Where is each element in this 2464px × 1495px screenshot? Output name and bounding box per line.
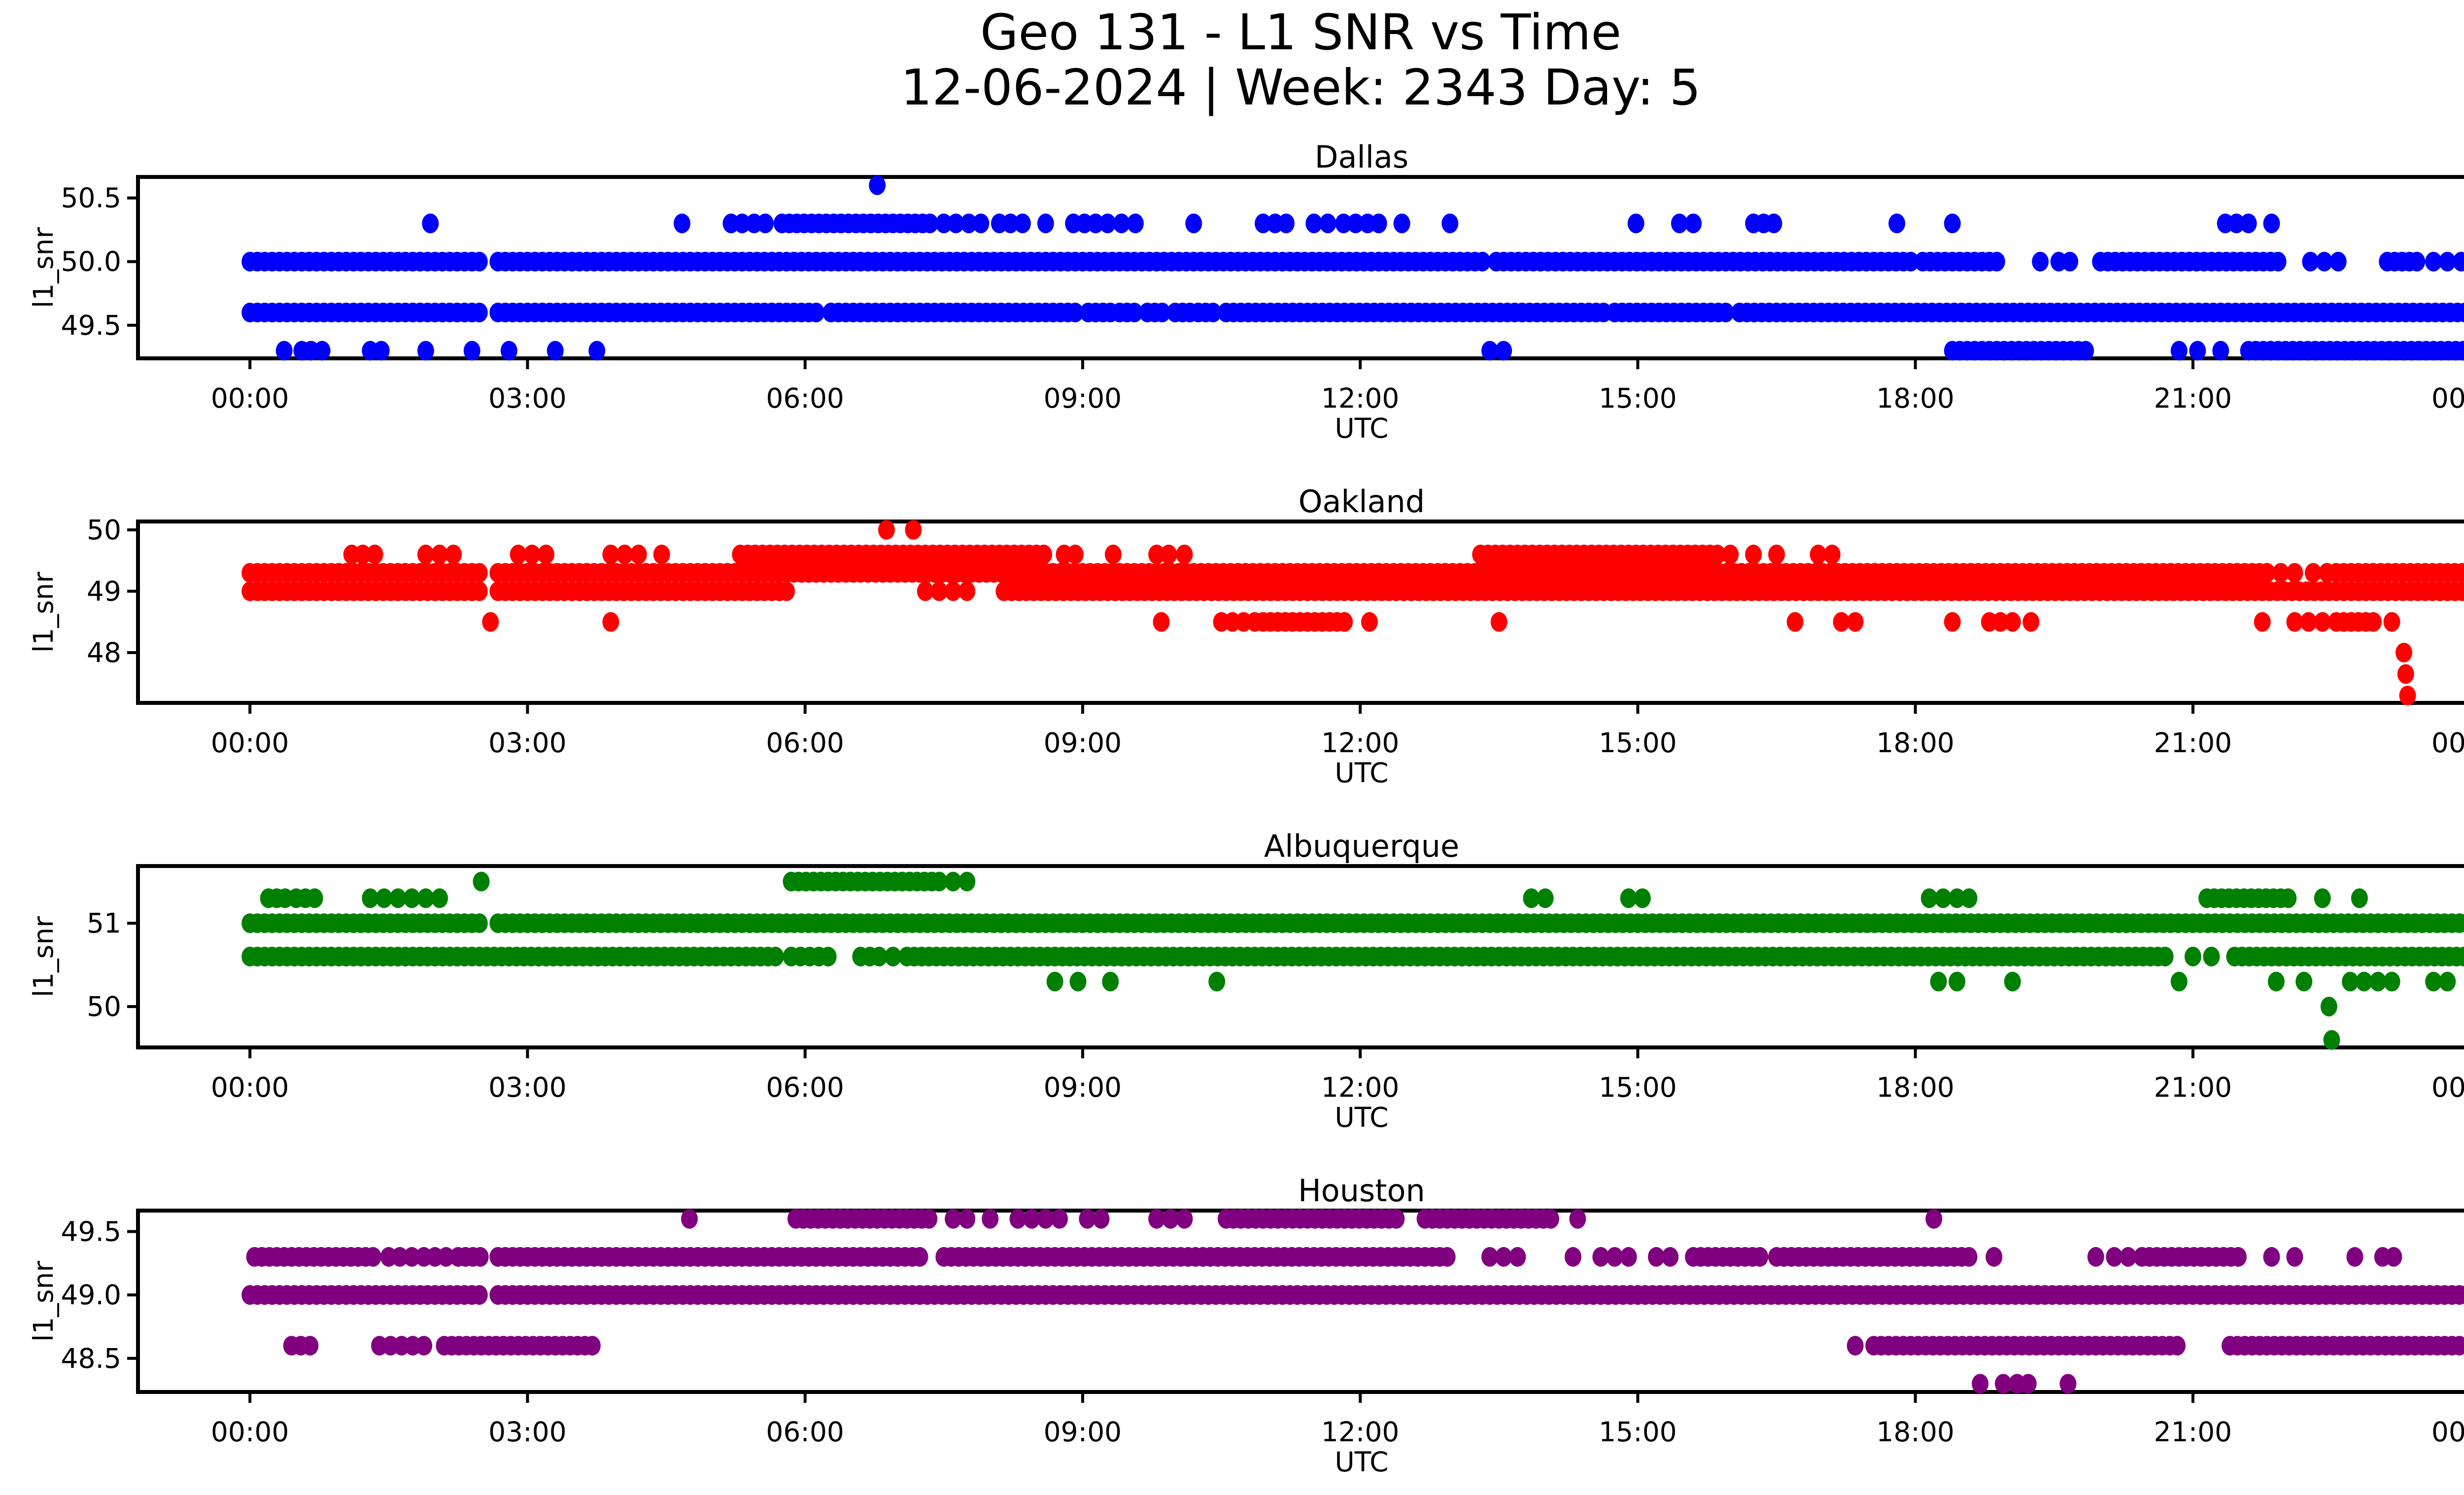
- svg-text:03:00: 03:00: [488, 727, 567, 759]
- svg-text:06:00: 06:00: [766, 382, 844, 414]
- svg-text:15:00: 15:00: [1599, 382, 1677, 414]
- svg-text:03:00: 03:00: [488, 1072, 567, 1103]
- svg-text:15:00: 15:00: [1599, 727, 1677, 759]
- svg-text:48.5: 48.5: [61, 1343, 121, 1374]
- svg-text:49.5: 49.5: [61, 310, 121, 341]
- svg-text:12:00: 12:00: [1321, 1416, 1400, 1448]
- svg-text:06:00: 06:00: [766, 1416, 844, 1448]
- svg-text:50.5: 50.5: [61, 182, 121, 214]
- svg-text:18:00: 18:00: [1876, 727, 1954, 759]
- svg-text:00:00: 00:00: [2431, 727, 2464, 759]
- svg-text:18:00: 18:00: [1876, 382, 1954, 414]
- svg-text:12:00: 12:00: [1321, 1072, 1400, 1103]
- plot-area-dallas: 00:00 03:00 06:00 09:00 12:00 15:00 18:00 21:00…: [61, 175, 2464, 414]
- svg-text:06:00: 06:00: [766, 727, 844, 759]
- x-axis-label-oakland: UTC: [1335, 757, 1389, 789]
- subplot-title-dallas: Dallas: [1314, 139, 1409, 175]
- x-axis-label-houston: UTC: [1335, 1446, 1389, 1478]
- svg-text:03:00: 03:00: [488, 382, 567, 414]
- subplot-title-oakland: Oakland: [1298, 484, 1425, 520]
- figure-subtitle: 12-06-2024 | Week: 2343 Day: 5: [900, 59, 1701, 116]
- svg-text:21:00: 21:00: [2154, 382, 2232, 414]
- svg-text:00:00: 00:00: [211, 1072, 289, 1103]
- svg-text:00:00: 00:00: [2431, 1072, 2464, 1103]
- subplot-title-houston: Houston: [1298, 1173, 1425, 1209]
- svg-text:09:00: 09:00: [1044, 382, 1122, 414]
- plot-area-houston: 00:00 03:00 06:00 09:00 12:00 15:00 18:00 21:00…: [61, 1209, 2464, 1448]
- svg-text:00:00: 00:00: [211, 382, 289, 414]
- svg-text:49.0: 49.0: [61, 1279, 121, 1311]
- svg-text:12:00: 12:00: [1321, 382, 1400, 414]
- x-axis-label-albuquerque: UTC: [1335, 1102, 1389, 1133]
- svg-text:18:00: 18:00: [1876, 1416, 1954, 1448]
- svg-text:50.0: 50.0: [61, 246, 121, 278]
- svg-text:00:00: 00:00: [211, 1416, 289, 1448]
- svg-text:03:00: 03:00: [488, 1416, 567, 1448]
- x-axis-label-dallas: UTC: [1335, 413, 1389, 444]
- svg-text:09:00: 09:00: [1044, 727, 1122, 759]
- svg-text:00:00: 00:00: [2431, 382, 2464, 414]
- svg-text:00:00: 00:00: [211, 727, 289, 759]
- svg-text:09:00: 09:00: [1044, 1416, 1122, 1448]
- svg-text:06:00: 06:00: [766, 1072, 844, 1103]
- svg-text:09:00: 09:00: [1044, 1072, 1122, 1103]
- svg-text:49.5: 49.5: [61, 1216, 121, 1247]
- svg-text:51: 51: [87, 907, 121, 939]
- svg-text:00:00: 00:00: [2431, 1416, 2464, 1448]
- svg-text:21:00: 21:00: [2154, 1416, 2232, 1448]
- svg-text:15:00: 15:00: [1599, 1416, 1677, 1448]
- svg-text:50: 50: [87, 991, 121, 1022]
- svg-text:48: 48: [87, 637, 121, 668]
- svg-text:50: 50: [87, 514, 121, 546]
- figure-title: Geo 131 - L1 SNR vs Time: [980, 3, 1621, 61]
- svg-text:21:00: 21:00: [2154, 727, 2232, 759]
- plot-area-albuquerque: 00:00 03:00 06:00 09:00 12:00 15:00 18:00 21:00…: [87, 864, 2464, 1103]
- svg-text:18:00: 18:00: [1876, 1072, 1954, 1103]
- subplot-title-albuquerque: Albuquerque: [1264, 828, 1460, 864]
- plot-area-oakland: 00:00 03:00 06:00 09:00 12:00 15:00 18:00 21:00…: [87, 514, 2464, 759]
- svg-text:21:00: 21:00: [2154, 1072, 2232, 1103]
- svg-text:15:00: 15:00: [1599, 1072, 1677, 1103]
- svg-text:49: 49: [87, 576, 121, 607]
- svg-text:12:00: 12:00: [1321, 727, 1400, 759]
